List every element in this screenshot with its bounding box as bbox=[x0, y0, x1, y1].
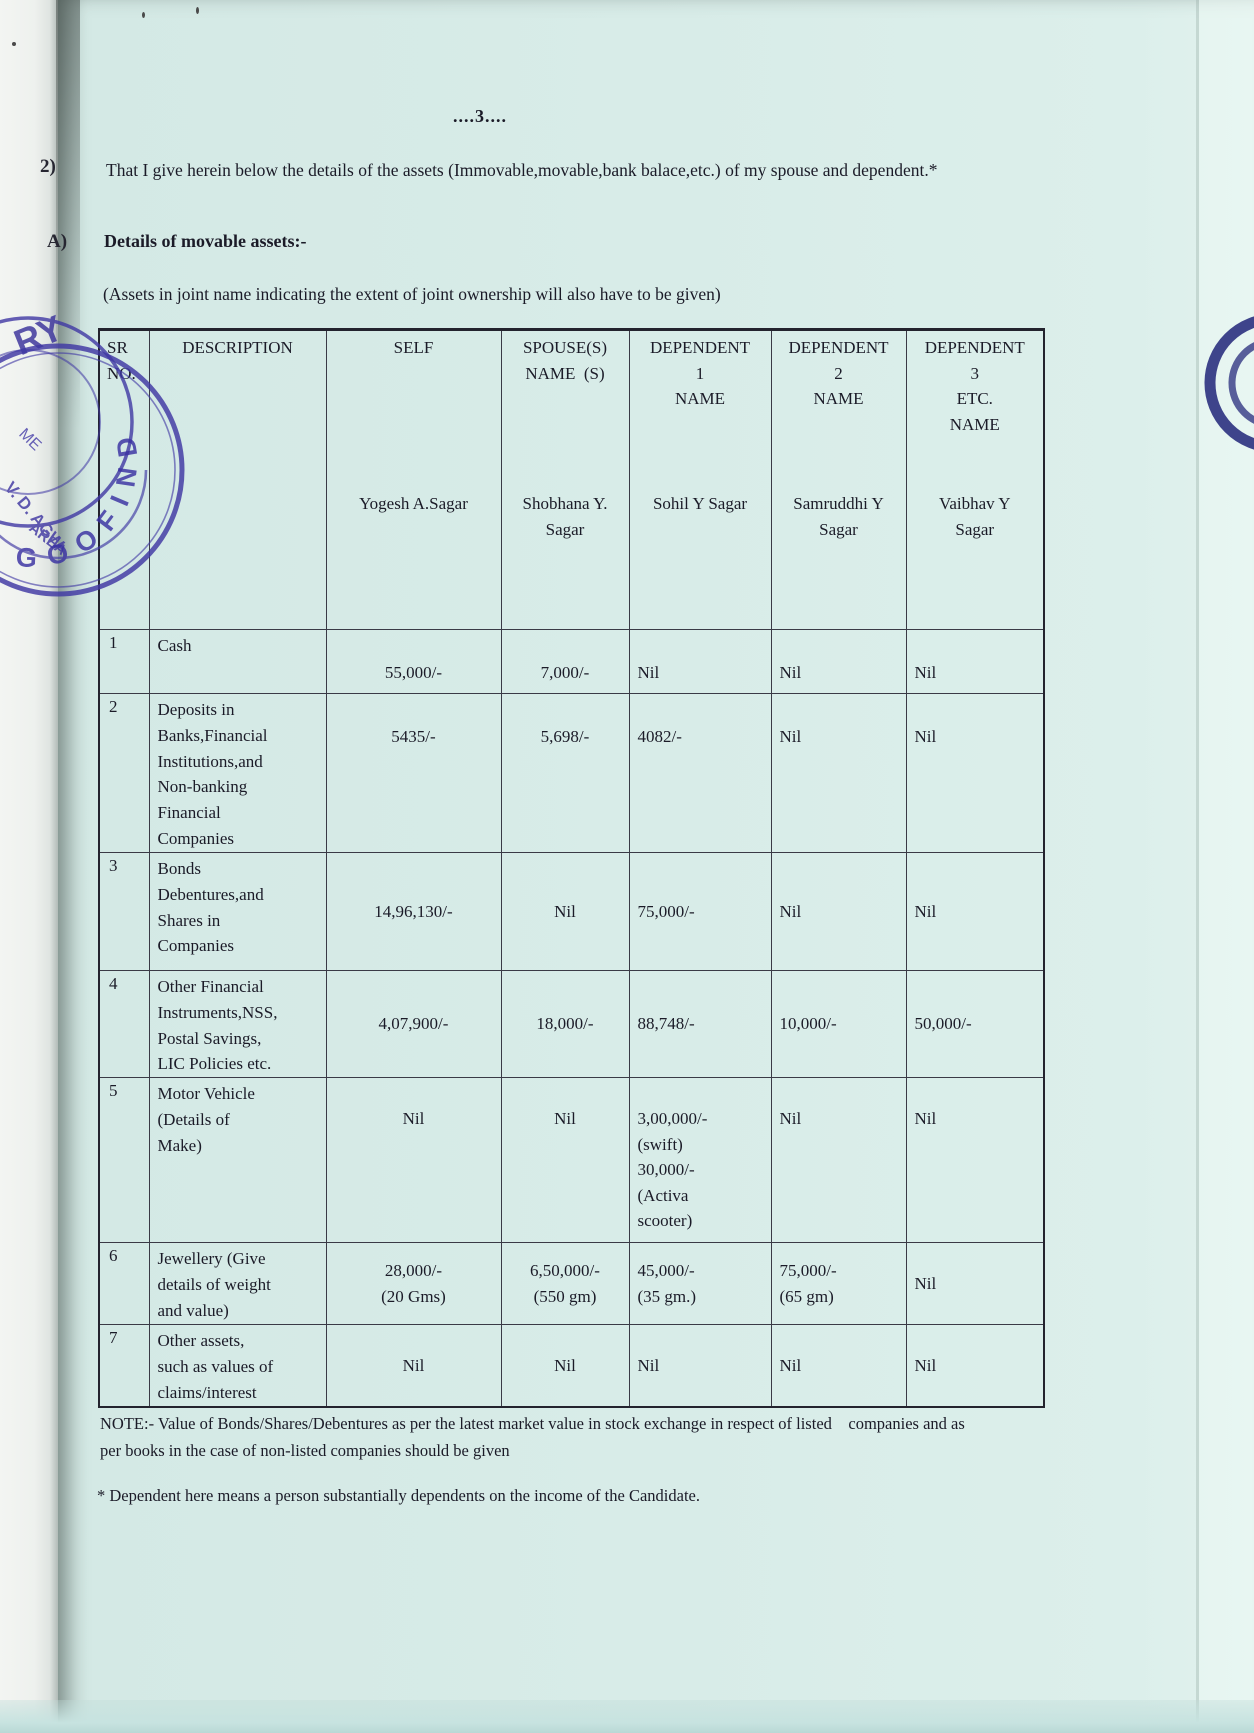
scan-speck bbox=[196, 7, 199, 14]
scan-speck bbox=[12, 42, 16, 46]
cell-dependent1: 88,748/- bbox=[628, 969, 772, 1079]
cell-self: 4,07,900/- bbox=[325, 969, 502, 1079]
right-edge-highlight bbox=[1199, 0, 1254, 1733]
cell-description: Jewellery (Give details of weight and va… bbox=[148, 1242, 327, 1326]
cell-spouse: 7,000/- bbox=[500, 629, 630, 694]
scan-speck bbox=[142, 12, 145, 18]
table-row: 2 Deposits in Banks,Financial Institutio… bbox=[98, 693, 1045, 853]
header-dependent3: DEPENDENT 3 ETC. NAME Vaibhav Y Sagar bbox=[905, 329, 1045, 630]
header-dependent1: DEPENDENT 1 NAME Sohil Y Sagar bbox=[628, 329, 772, 630]
cell-self: 14,96,130/- bbox=[325, 851, 502, 971]
table-row: 6 Jewellery (Give details of weight and … bbox=[98, 1242, 1045, 1326]
table-row: 7 Other assets, such as values of claims… bbox=[98, 1324, 1045, 1408]
scan-bottom-edge bbox=[0, 1700, 1254, 1733]
cell-spouse: 6,50,000/- (550 gm) bbox=[500, 1242, 630, 1326]
dependent-footnote: * Dependent here means a person substant… bbox=[97, 1486, 700, 1505]
cell-dependent3: Nil bbox=[905, 693, 1045, 853]
clause-marker: 2) bbox=[40, 156, 56, 177]
dependent2-name: Samruddhi Y Sagar bbox=[793, 494, 884, 540]
cell-spouse: 18,000/- bbox=[500, 969, 630, 1079]
cell-self: Nil bbox=[325, 1077, 502, 1244]
cell-description: Deposits in Banks,Financial Institutions… bbox=[148, 693, 327, 853]
table-row: 3 Bonds Debentures,and Shares in Compani… bbox=[98, 851, 1045, 971]
cell-dependent2: Nil bbox=[770, 629, 907, 694]
cell-dependent2: Nil bbox=[770, 693, 907, 853]
cell-dependent2: 10,000/- bbox=[770, 969, 907, 1079]
cell-dependent3: Nil bbox=[905, 1324, 1045, 1408]
cell-sr: 4 bbox=[98, 969, 150, 1079]
cell-sr: 6 bbox=[98, 1242, 150, 1326]
header-dependent2: DEPENDENT 2 NAME Samruddhi Y Sagar bbox=[770, 329, 907, 630]
table-note: NOTE:- Value of Bonds/Shares/Debentures … bbox=[100, 1414, 965, 1461]
cell-dependent2: Nil bbox=[770, 1077, 907, 1244]
cell-description: Bonds Debentures,and Shares in Companies bbox=[148, 851, 327, 971]
table-row: 1 Cash 55,000/- 7,000/- Nil Nil Nil bbox=[98, 629, 1045, 694]
header-spouse: SPOUSE(S) NAME (S) Shobhana Y. Sagar bbox=[500, 329, 630, 630]
clause-text: That I give herein below the details of … bbox=[106, 160, 938, 180]
cell-description: Other Financial Instruments,NSS, Postal … bbox=[148, 969, 327, 1079]
cell-dependent3: Nil bbox=[905, 1242, 1045, 1326]
cell-dependent3: 50,000/- bbox=[905, 969, 1045, 1079]
cell-spouse: Nil bbox=[500, 1077, 630, 1244]
cell-dependent3: Nil bbox=[905, 629, 1045, 694]
cell-dependent3: Nil bbox=[905, 1077, 1045, 1244]
cell-dependent2: Nil bbox=[770, 851, 907, 971]
cell-self: 28,000/- (20 Gms) bbox=[325, 1242, 502, 1326]
cell-sr: 7 bbox=[98, 1324, 150, 1408]
cell-sr: 3 bbox=[98, 851, 150, 971]
table-row: 4 Other Financial Instruments,NSS, Posta… bbox=[98, 969, 1045, 1079]
cell-dependent2: 75,000/- (65 gm) bbox=[770, 1242, 907, 1326]
cell-spouse: Nil bbox=[500, 851, 630, 971]
page-edge-behind bbox=[0, 0, 62, 1733]
cell-spouse: 5,698/- bbox=[500, 693, 630, 853]
cell-description: Other assets, such as values of claims/i… bbox=[148, 1324, 327, 1408]
cell-self: Nil bbox=[325, 1324, 502, 1408]
spouse-name: Shobhana Y. Sagar bbox=[522, 494, 608, 540]
page-number: ....3.... bbox=[453, 106, 507, 126]
dependent3-name: Vaibhav Y Sagar bbox=[938, 494, 1011, 540]
header-description: DESCRIPTION bbox=[148, 329, 327, 630]
header-self: SELF Yogesh A.Sagar bbox=[325, 329, 502, 630]
movable-assets-table: SR NO. DESCRIPTION SELF Yogesh A.Sagar SP… bbox=[98, 328, 1045, 1408]
cell-self: 5435/- bbox=[325, 693, 502, 853]
cell-dependent2: Nil bbox=[770, 1324, 907, 1408]
cell-description: Cash bbox=[148, 629, 327, 694]
cell-description: Motor Vehicle (Details of Make) bbox=[148, 1077, 327, 1244]
cell-dependent1: 4082/- bbox=[628, 693, 772, 853]
section-heading: Details of movable assets:- bbox=[104, 231, 307, 251]
table-header-row: SR NO. DESCRIPTION SELF Yogesh A.Sagar SP… bbox=[98, 329, 1045, 630]
cell-sr: 2 bbox=[98, 693, 150, 853]
fold-line bbox=[1196, 0, 1199, 1733]
cell-sr: 5 bbox=[98, 1077, 150, 1244]
cell-dependent1: Nil bbox=[628, 1324, 772, 1408]
self-name: Yogesh A.Sagar bbox=[359, 494, 468, 513]
cell-dependent1: 45,000/- (35 gm.) bbox=[628, 1242, 772, 1326]
cell-sr: 1 bbox=[98, 629, 150, 694]
cell-spouse: Nil bbox=[500, 1324, 630, 1408]
dependent1-name: Sohil Y Sagar bbox=[652, 494, 748, 513]
cell-dependent1: 75,000/- bbox=[628, 851, 772, 971]
cell-dependent1: Nil bbox=[628, 629, 772, 694]
section-marker: A) bbox=[47, 231, 68, 252]
section-subnote: (Assets in joint name indicating the ext… bbox=[103, 284, 721, 304]
cell-dependent3: Nil bbox=[905, 851, 1045, 971]
cell-dependent1: 3,00,000/- (swift) 30,000/- (Activa scoo… bbox=[628, 1077, 772, 1244]
cell-self: 55,000/- bbox=[325, 629, 502, 694]
page-curl-shadow bbox=[56, 0, 80, 430]
header-sr: SR NO. bbox=[98, 329, 150, 630]
table-row: 5 Motor Vehicle (Details of Make) Nil Ni… bbox=[98, 1077, 1045, 1244]
